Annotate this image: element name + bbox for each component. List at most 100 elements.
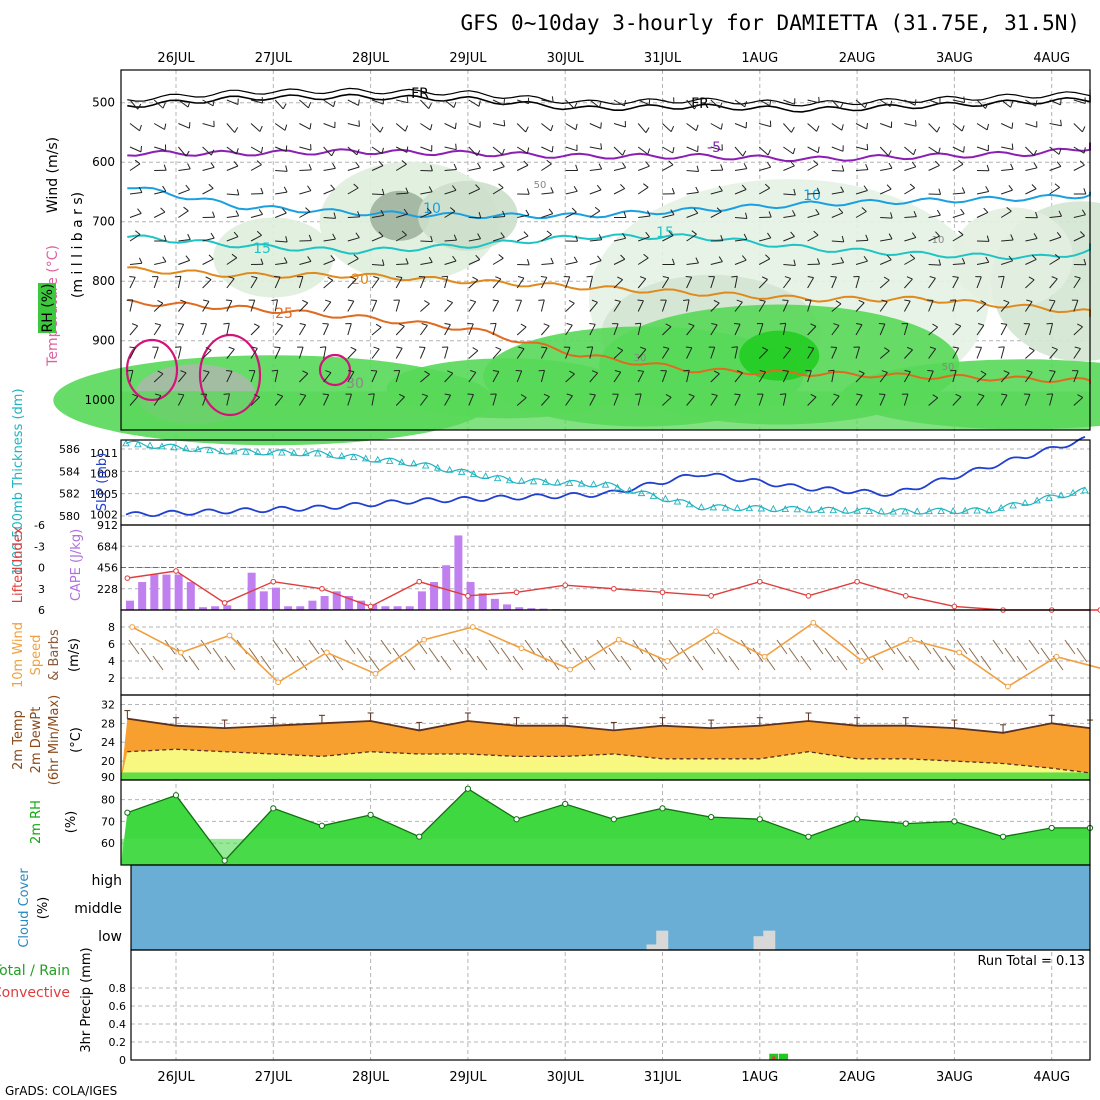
surface-wind-barb (404, 655, 416, 671)
wind-barb-flag (784, 276, 791, 279)
wind-barb (565, 276, 571, 289)
wind-barb-flag (985, 186, 990, 192)
wind-barb-flag (404, 125, 409, 132)
precip-tick-label: 0.8 (109, 982, 127, 995)
rh-marker (805, 833, 812, 840)
wind-barb-flag (952, 346, 959, 349)
thickness-marker (314, 449, 322, 457)
wind-barb (831, 99, 841, 110)
wind-barb-flag (665, 323, 672, 328)
wind-barb-flag (1026, 299, 1033, 303)
wind-barb-flag (551, 146, 554, 153)
wind-barb-flag (961, 125, 965, 132)
surface-wind-barb (860, 647, 872, 663)
wind-tick-label: 4 (108, 655, 115, 668)
wind-barb-flag (476, 150, 481, 156)
wind-barb (565, 123, 577, 131)
wind-barb-flag (319, 346, 326, 349)
thickness-marker (397, 458, 406, 466)
wind-barb (952, 325, 962, 336)
wind-barb-flag (986, 235, 990, 242)
wind-barb (759, 123, 771, 128)
wind-barb-flag (736, 299, 743, 303)
wind-barb (831, 240, 844, 243)
wind-barb (783, 123, 792, 133)
wind-barb (540, 370, 545, 383)
wind-barb-flag (478, 100, 481, 107)
wind-barb (783, 215, 796, 218)
wind-barb (323, 394, 330, 406)
wind-barb-flag (839, 103, 844, 110)
wind-barb (976, 99, 986, 109)
wind-barb-flag (719, 102, 723, 109)
wind-barb (347, 146, 358, 156)
wind-barb (1073, 326, 1083, 336)
wind-barb (444, 346, 449, 359)
wind-barb-flag (1011, 143, 1014, 150)
wind-barb-flag (260, 187, 264, 194)
wind-barb-flag (573, 256, 578, 263)
thickness-marker (505, 476, 514, 484)
wind-barb (274, 276, 281, 289)
wind-barb (637, 348, 647, 359)
isotherm-label: 30 (346, 376, 364, 392)
wind-barb (904, 99, 916, 106)
wind-barb (1073, 300, 1079, 312)
wind-barb-flag (174, 275, 181, 278)
wind-barb (1000, 210, 1012, 218)
wind-barb-flag (598, 163, 603, 170)
wind-barb-flag (518, 346, 525, 350)
rh2m-panel (121, 785, 1094, 865)
wind-barb (758, 187, 770, 195)
low-cloud-bar (763, 930, 776, 950)
wind-speed-marker (177, 649, 184, 656)
wind-barb (444, 189, 457, 195)
wind-barb (758, 258, 771, 265)
wind-barb-flag (525, 126, 529, 133)
rh-contour (125, 338, 179, 402)
surface-wind-barb (788, 647, 800, 663)
wind-barb (783, 165, 795, 171)
wind-barb (589, 168, 602, 171)
wind-barb (903, 393, 909, 406)
wind-barb (419, 347, 426, 359)
wind-barb (226, 215, 239, 218)
isotherm-line (127, 298, 1091, 384)
wind-barb (710, 123, 722, 130)
wind-barb (444, 239, 457, 242)
wind-barb (565, 211, 577, 218)
wind-barb-flag (622, 232, 627, 239)
wind-barb (541, 262, 554, 265)
wind-axis-label-c: & Barbs (47, 629, 62, 681)
wind-barb-flag (817, 146, 820, 153)
wind-barb-flag (782, 369, 789, 372)
rh-marker (756, 816, 763, 823)
wind-barb (298, 395, 307, 406)
wind-barb (226, 370, 233, 383)
thickness-marker (409, 459, 418, 467)
wind-barb (710, 395, 718, 406)
wind-barb-flag (961, 257, 966, 264)
wind-barb-flag (589, 322, 596, 325)
bottom-date-label: 27JUL (255, 1070, 293, 1085)
rh-legend-swatch (38, 283, 56, 333)
wind-barb (371, 146, 383, 155)
wind-barb-flag (154, 393, 162, 397)
wind-barb (661, 348, 670, 359)
surface-wind-barb (1040, 647, 1052, 663)
wind-barb-flag (998, 275, 1005, 278)
thickness-marker (865, 507, 873, 514)
wind-barb-flag (358, 120, 360, 127)
pressure-tick-label: 500 (92, 96, 115, 110)
rh-shading (213, 217, 334, 298)
wind-barb-flag (379, 126, 384, 133)
wind-barb (855, 276, 860, 289)
thickness-tick-label: 584 (59, 465, 80, 478)
thickness-marker (1045, 493, 1053, 501)
wind-barb-flag (936, 126, 941, 133)
rh-marker (610, 816, 617, 823)
wind-barb (516, 146, 528, 154)
wind-barb (468, 323, 474, 336)
wind-barb-flag (866, 143, 869, 150)
thickness-marker (242, 447, 250, 455)
